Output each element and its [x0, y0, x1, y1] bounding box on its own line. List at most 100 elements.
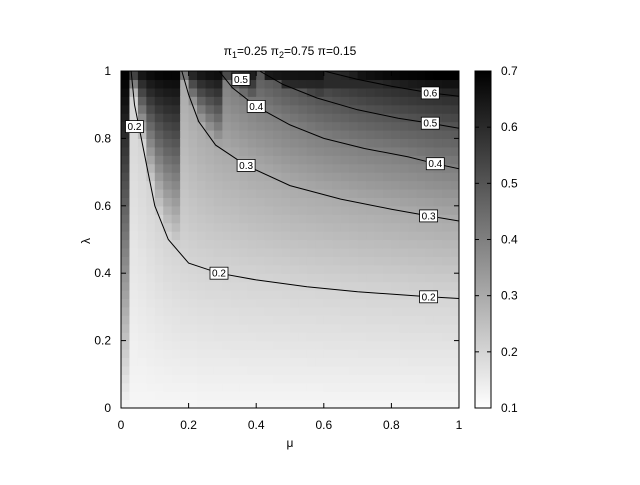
heatmap-cell	[357, 113, 367, 123]
heatmap-cell	[306, 146, 316, 156]
heatmap-cell	[416, 399, 426, 408]
heatmap-cell	[323, 197, 333, 207]
heatmap-cell	[256, 332, 266, 342]
heatmap-cell	[188, 332, 198, 342]
heatmap-cell	[154, 163, 164, 173]
heatmap-cell	[273, 349, 283, 359]
heatmap-cell	[450, 172, 459, 182]
heatmap-cell	[442, 113, 452, 123]
heatmap-cell	[247, 239, 257, 249]
heatmap-cell	[298, 306, 308, 316]
heatmap-cell	[442, 180, 452, 190]
heatmap-cell	[163, 264, 173, 274]
heatmap-cell	[256, 113, 266, 123]
heatmap-cell	[188, 188, 198, 198]
heatmap-cell	[366, 163, 376, 173]
heatmap-cell	[137, 129, 147, 139]
heatmap-cell	[425, 315, 435, 325]
heatmap-cell	[442, 290, 452, 300]
heatmap-cell	[146, 87, 156, 97]
heatmap-cell	[146, 357, 156, 367]
heatmap-cell	[163, 239, 173, 249]
heatmap-cell	[171, 256, 181, 266]
heatmap-cell	[450, 222, 459, 232]
heatmap-cell	[146, 155, 156, 165]
heatmap-cell	[306, 323, 316, 333]
heatmap-cell	[357, 323, 367, 333]
heatmap-cell	[382, 256, 392, 266]
heatmap-cell	[154, 239, 164, 249]
heatmap-cell	[433, 146, 443, 156]
heatmap-cell	[290, 340, 300, 350]
heatmap-cell	[298, 340, 308, 350]
heatmap-cell	[349, 323, 359, 333]
heatmap-cell	[163, 391, 173, 401]
heatmap-cell	[171, 273, 181, 283]
heatmap-cell	[357, 96, 367, 106]
contour-labels: 0.20.20.20.30.30.40.40.50.50.6	[125, 73, 445, 303]
heatmap-cell	[298, 104, 308, 114]
heatmap-cell	[290, 155, 300, 165]
heatmap-cell	[366, 290, 376, 300]
heatmap-cell	[357, 399, 367, 408]
heatmap-cell	[323, 71, 333, 81]
heatmap-cell	[281, 188, 291, 198]
heatmap-cell	[264, 365, 274, 375]
heatmap-cell	[230, 281, 240, 291]
heatmap-cell	[137, 188, 147, 198]
heatmap-cell	[180, 298, 190, 308]
heatmap-cell	[391, 188, 401, 198]
title-pi-symbol: π	[318, 44, 326, 58]
heatmap-cell	[180, 357, 190, 367]
heatmap-cell	[197, 146, 207, 156]
heatmap-cell	[281, 399, 291, 408]
heatmap-cell	[213, 222, 223, 232]
heatmap-cell	[163, 146, 173, 156]
y-tick-label: 0.8	[94, 131, 111, 145]
heatmap-cell	[315, 197, 325, 207]
heatmap-cell	[340, 172, 350, 182]
heatmap-cell	[374, 391, 384, 401]
heatmap-cell	[230, 374, 240, 384]
heatmap-cell	[332, 239, 342, 249]
heatmap-cell	[450, 290, 459, 300]
heatmap-cell	[399, 214, 409, 224]
heatmap-cell	[340, 96, 350, 106]
heatmap-cell	[298, 264, 308, 274]
heatmap-cell	[391, 340, 401, 350]
heatmap-cell	[129, 104, 139, 114]
heatmap-cell	[222, 180, 232, 190]
heatmap-cell	[450, 197, 459, 207]
heatmap-cell	[298, 315, 308, 325]
heatmap-cell	[433, 104, 443, 114]
heatmap-cell	[129, 340, 139, 350]
heatmap-cell	[197, 129, 207, 139]
heatmap-cell	[349, 214, 359, 224]
heatmap-cell	[340, 79, 350, 89]
heatmap-cell	[137, 290, 147, 300]
heatmap-cell	[315, 357, 325, 367]
heatmap-cell	[366, 323, 376, 333]
heatmap-cell	[332, 399, 342, 408]
heatmap-cell	[247, 205, 257, 215]
heatmap-cell	[425, 71, 435, 81]
heatmap-cell	[171, 374, 181, 384]
heatmap-cell	[315, 121, 325, 131]
heatmap-cell	[382, 365, 392, 375]
heatmap-cell	[230, 365, 240, 375]
heatmap-cell	[442, 231, 452, 241]
heatmap-cell	[399, 374, 409, 384]
heatmap-cell	[154, 231, 164, 241]
heatmap-cell	[129, 87, 139, 97]
heatmap-cell	[197, 205, 207, 215]
heatmap-cell	[416, 340, 426, 350]
heatmap-cell	[408, 290, 418, 300]
heatmap-cell	[281, 129, 291, 139]
heatmap-cell	[264, 256, 274, 266]
heatmap-cell	[180, 205, 190, 215]
heatmap-cell	[298, 239, 308, 249]
heatmap-cell	[154, 138, 164, 148]
heatmap-cell	[306, 365, 316, 375]
heatmap-cell	[290, 197, 300, 207]
heatmap-cell	[442, 188, 452, 198]
